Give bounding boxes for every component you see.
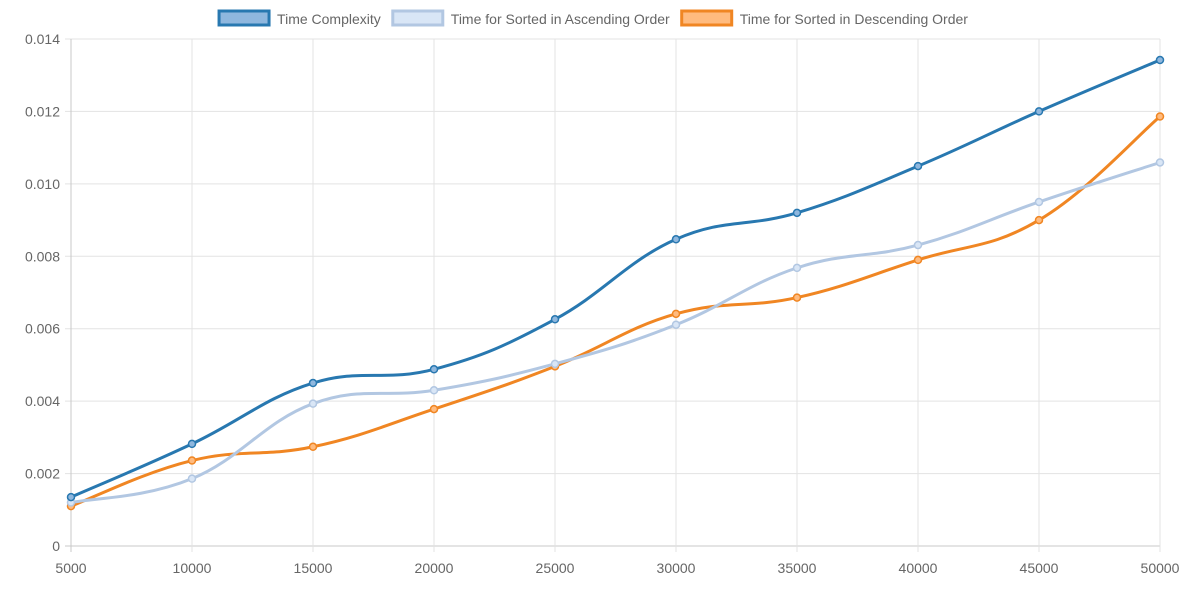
- data-point[interactable]: [429, 365, 439, 374]
- x-tick-label: 20000: [415, 560, 454, 576]
- axes: 0 0.002 0.004 0.006 0.008 0.010 0.012 0.014 5000…: [25, 31, 1180, 576]
- legend-label: Time for Sorted in Ascending Order: [451, 11, 670, 27]
- series-line: [69, 160, 1162, 505]
- data-point[interactable]: [1034, 215, 1044, 225]
- legend-label: Time Complexity: [277, 11, 381, 27]
- data-point[interactable]: [671, 320, 681, 329]
- series-lines: [66, 55, 1165, 511]
- data-point[interactable]: [187, 439, 197, 449]
- x-tick-label: 10000: [173, 560, 212, 576]
- x-tick-label: 30000: [657, 560, 696, 576]
- data-point[interactable]: [792, 263, 802, 273]
- x-tick-label: 40000: [899, 560, 938, 576]
- x-tick-label: 15000: [294, 560, 333, 576]
- legend[interactable]: Time Complexity Time for Sorted in Ascend…: [217, 9, 969, 27]
- legend-item-2[interactable]: Time for Sorted in Ascending Order: [391, 9, 670, 27]
- data-point[interactable]: [1155, 112, 1165, 121]
- series-3: [66, 112, 1165, 511]
- data-point[interactable]: [187, 456, 197, 465]
- legend-swatch: [391, 9, 445, 27]
- series-line: [69, 114, 1162, 508]
- data-point[interactable]: [1034, 107, 1044, 116]
- data-point[interactable]: [308, 378, 318, 388]
- data-point[interactable]: [671, 235, 681, 244]
- data-point[interactable]: [66, 492, 76, 502]
- data-point[interactable]: [429, 386, 439, 395]
- x-tick-label: 50000: [1141, 560, 1180, 576]
- data-point[interactable]: [913, 240, 923, 250]
- legend-item-3[interactable]: Time for Sorted in Descending Order: [680, 9, 969, 27]
- y-tick-label: 0.004: [25, 393, 60, 409]
- legend-item-1[interactable]: Time Complexity: [217, 9, 381, 27]
- data-point[interactable]: [671, 309, 681, 319]
- legend-swatch: [217, 9, 271, 27]
- y-tick-label: 0.010: [25, 176, 60, 192]
- y-tick-label: 0.006: [25, 321, 60, 337]
- y-tick-label: 0.014: [25, 31, 60, 47]
- y-tick-label: 0: [52, 538, 60, 554]
- legend-swatch: [680, 9, 734, 27]
- data-point[interactable]: [913, 255, 923, 265]
- data-point[interactable]: [1034, 197, 1044, 207]
- x-tick-label: 45000: [1020, 560, 1059, 576]
- y-tick-label: 0.012: [25, 103, 60, 119]
- data-point[interactable]: [1155, 55, 1165, 65]
- y-tick-label: 0.002: [25, 466, 60, 482]
- x-tick-label: 25000: [536, 560, 575, 576]
- x-tick-label: 35000: [778, 560, 817, 576]
- data-point[interactable]: [550, 359, 560, 369]
- data-point[interactable]: [792, 293, 802, 302]
- data-point[interactable]: [913, 161, 923, 171]
- data-point[interactable]: [308, 399, 318, 408]
- data-point[interactable]: [429, 404, 439, 414]
- series-line: [69, 58, 1162, 499]
- y-tick-label: 0.008: [25, 248, 60, 264]
- data-point[interactable]: [792, 208, 802, 218]
- grid: [65, 38, 1161, 552]
- legend-label: Time for Sorted in Descending Order: [740, 11, 969, 27]
- series-2: [66, 158, 1165, 507]
- x-tick-label: 5000: [55, 560, 86, 576]
- data-point[interactable]: [550, 315, 560, 324]
- data-point[interactable]: [187, 474, 197, 483]
- series-1: [66, 55, 1165, 502]
- data-point[interactable]: [308, 442, 318, 452]
- data-point[interactable]: [1155, 158, 1165, 167]
